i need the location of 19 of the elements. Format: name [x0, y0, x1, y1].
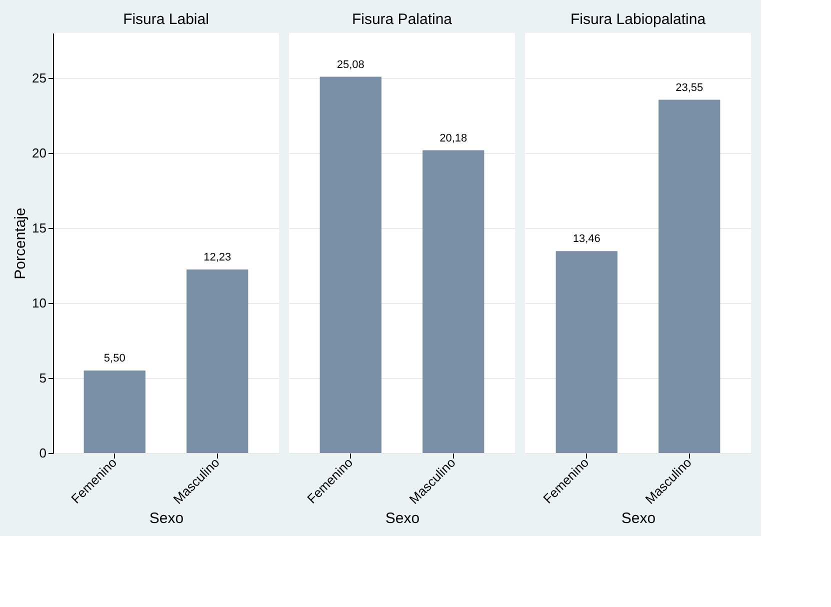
y-tick-label: 25 [32, 70, 46, 86]
y-tick-label: 0 [39, 446, 46, 460]
data-label: 13,46 [572, 233, 600, 246]
data-label: 12,23 [204, 252, 232, 264]
chart-title: Fisura Labial [123, 11, 209, 28]
data-label: 23,55 [676, 82, 704, 94]
chart-title: Fisura Palatina [352, 11, 453, 28]
y-tick-label: 5 [39, 370, 46, 386]
y-tick-label: 20 [32, 146, 46, 160]
y-tick-label: 15 [32, 220, 46, 236]
x-axis-title: Sexo [385, 510, 420, 527]
y-axis-title: Porcentaje [12, 208, 30, 280]
chart-title: Fisura Labiopalatina [570, 11, 706, 28]
x-axis-title: Sexo [621, 510, 656, 527]
data-label: 25,08 [336, 58, 364, 71]
y-tick-label: 10 [32, 296, 46, 310]
data-label: 5,50 [104, 352, 126, 364]
x-axis-title: Sexo [149, 510, 184, 527]
data-label: 20,18 [440, 132, 468, 144]
